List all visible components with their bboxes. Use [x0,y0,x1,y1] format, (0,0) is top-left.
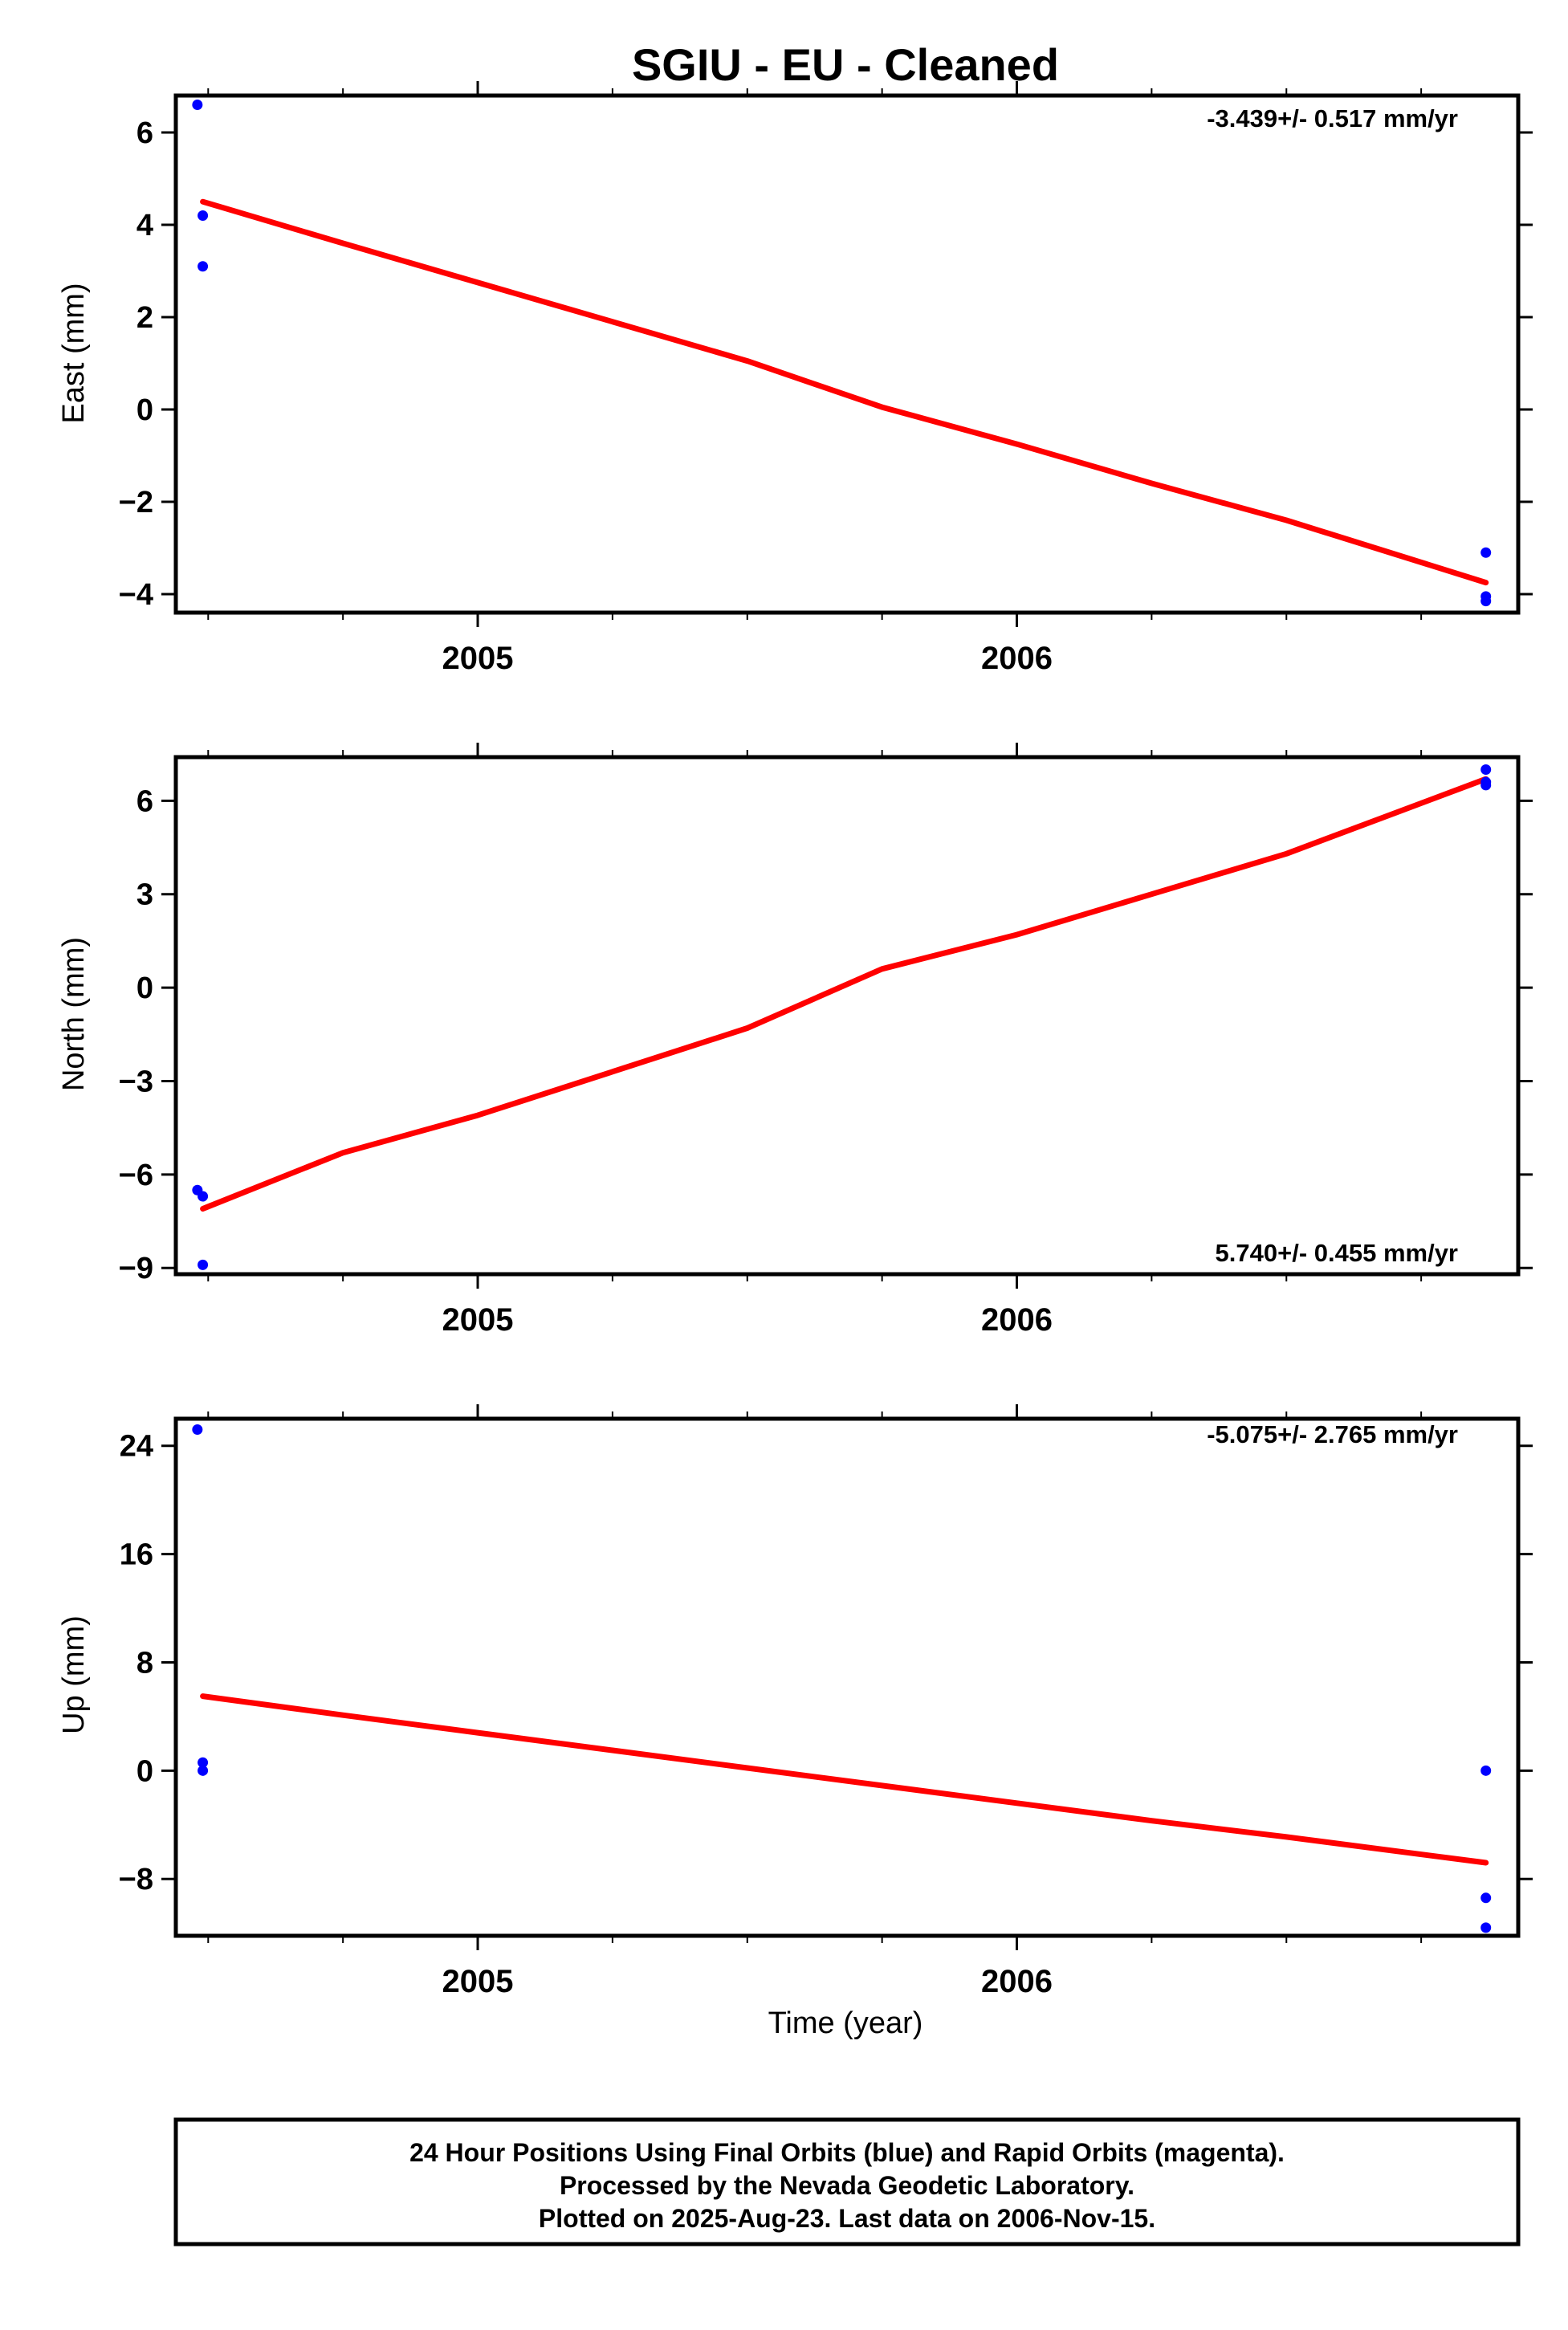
data-point [192,1424,203,1435]
panel-east: -3.439+/- 0.517 mm/yr East (mm) [57,104,1458,424]
y-axis-label-north: North (mm) [57,937,91,1091]
plot-area-up: 2005 2006 24 16 8 0 −8 [119,1404,1533,1999]
y-tick-label-east: 0 [136,393,153,427]
y-tick-label-north: 0 [136,972,153,1005]
y-tick-label-north: 3 [136,878,153,912]
data-point [198,1765,209,1776]
x-tick-label-up: 2005 [442,1964,514,1999]
data-point [192,100,203,110]
trend-line-up [200,1693,1489,1866]
panel-up: -5.075+/- 2.765 mm/yr Up (mm) [57,1420,1458,1734]
footer-frame [173,2117,1521,2246]
x-tick-label-north: 2005 [442,1302,514,1338]
footer-line-2: Processed by the Nevada Geodetic Laborat… [560,2171,1134,2200]
rate-label-north: 5.740+/- 0.455 mm/yr [1216,1239,1458,1267]
data-point [1480,1892,1492,1904]
plot-frame-up [173,1416,1521,1938]
y-tick-label-up: −8 [119,1863,153,1896]
rate-label-east: -3.439+/- 0.517 mm/yr [1207,104,1458,132]
x-tick-label-up: 2006 [981,1964,1053,1999]
y-axis-label-east: East (mm) [57,283,91,423]
plot-frame-east [173,93,1521,615]
rate-label-up: -5.075+/- 2.765 mm/yr [1207,1420,1458,1448]
data-point [198,210,209,221]
footer-line-1: 24 Hour Positions Using Final Orbits (bl… [409,2138,1285,2167]
y-tick-label-up: 0 [136,1754,153,1788]
y-tick-label-east: 4 [136,209,153,242]
data-point [1480,1765,1492,1776]
x-tick-label-north: 2006 [981,1302,1053,1338]
y-tick-label-north: −3 [119,1065,153,1098]
data-point [198,1757,209,1768]
footer-box: 24 Hour Positions Using Final Orbits (bl… [173,2117,1521,2246]
x-axis-label: Time (year) [768,2006,923,2040]
plot-frame-north [173,755,1521,1277]
data-point [1480,764,1492,776]
x-tick-label-east: 2005 [442,641,514,676]
data-point [1480,780,1492,791]
y-axis-label-up: Up (mm) [57,1615,91,1734]
y-tick-label-up: 8 [136,1646,153,1680]
data-point [198,1191,209,1202]
data-point [1480,547,1492,558]
y-tick-label-north: 6 [136,784,153,818]
y-tick-label-east: 6 [136,116,153,150]
y-tick-label-north: −6 [119,1159,153,1192]
data-point [198,261,209,272]
plot-area-north: 2005 2006 6 3 0 −3 −6 −9 [119,743,1533,1338]
trend-line-east [200,198,1489,586]
trend-line-north [200,776,1489,1212]
plot-area-east: 2005 2006 6 4 2 0 −2 −4 [119,81,1533,676]
y-tick-label-north: −9 [119,1252,153,1285]
y-tick-label-east: −2 [119,486,153,519]
y-tick-label-east: 2 [136,301,153,335]
footer-line-3: Plotted on 2025-Aug-23. Last data on 200… [539,2204,1155,2233]
y-tick-label-up: 16 [120,1538,153,1572]
y-tick-label-up: 24 [120,1430,153,1464]
figure-title: SGIU - EU - Cleaned [632,39,1059,90]
panel-north: 5.740+/- 0.455 mm/yr North (mm) [57,937,1458,1267]
data-point [1480,1922,1492,1933]
data-point [198,1259,209,1270]
data-point [1480,596,1492,607]
y-tick-label-east: −4 [119,578,153,612]
x-tick-label-east: 2006 [981,641,1053,676]
